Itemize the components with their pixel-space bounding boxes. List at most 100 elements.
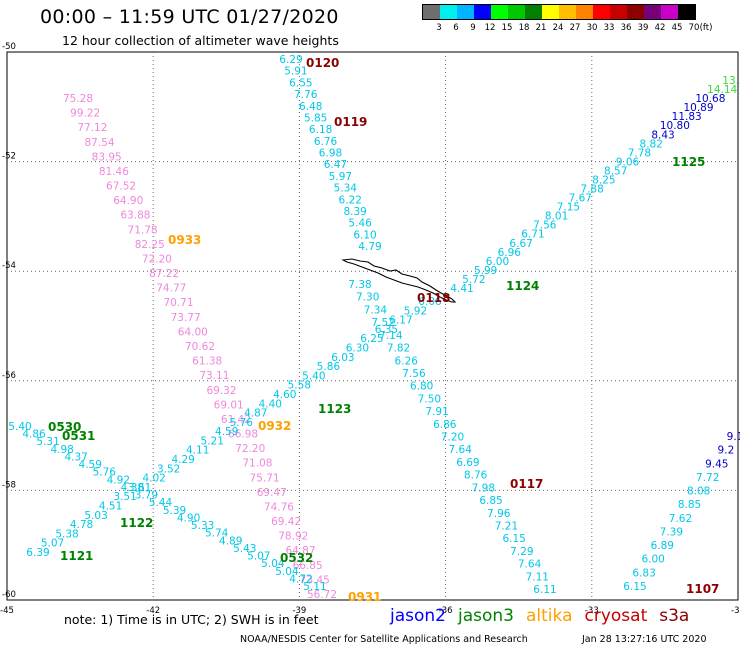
island-outline [341, 258, 457, 303]
wave-height-value: 9.2 [718, 445, 735, 457]
wave-height-value: 4.59 [215, 426, 238, 438]
color-swatch [423, 5, 440, 19]
wave-height-value: 7.96 [487, 508, 511, 520]
wave-height-value: 3.79 [135, 490, 158, 502]
wave-height-value: 10.68 [695, 93, 725, 105]
wave-height-value: 74.76 [264, 501, 294, 513]
wave-height-value: 5.04 [261, 558, 285, 570]
lon-tick-label: -42 [146, 606, 160, 616]
map-title: 00:00 – 11:59 UTC 01/27/2020 [40, 6, 339, 28]
track-time-label: 0530 [48, 420, 81, 434]
wave-height-value: 7.64 [449, 444, 473, 456]
wave-height-value: 5.76 [93, 467, 117, 479]
wave-height-value: 7.21 [495, 520, 518, 532]
south-georgia-coastline [341, 258, 457, 303]
wave-height-value: 7.14 [379, 330, 403, 342]
wave-height-value: 7.82 [387, 343, 410, 355]
wave-height-value: 5.11 [303, 581, 326, 593]
wave-height-value: 5.07 [41, 538, 64, 550]
wave-height-value: 7.64 [518, 559, 542, 571]
wave-height-value: 7.50 [418, 393, 441, 405]
track-time-label: 0120 [306, 56, 339, 70]
wave-height-value: 87.54 [84, 137, 114, 149]
wave-height-value: 4.79 [358, 241, 381, 253]
wave-height-value: 4.02 [142, 473, 165, 485]
wave-height-value: 6.06 [418, 296, 442, 308]
color-scale-label: 9 [470, 23, 476, 33]
wave-height-value: 5.34 [334, 183, 358, 195]
lat-tick-label: -58 [2, 480, 16, 490]
wave-height-value: 66.85 [293, 560, 323, 572]
wave-height-value: 3.61 [128, 482, 151, 494]
wave-height-value: 5.74 [205, 528, 229, 540]
wave-height-value: 69.01 [214, 399, 244, 411]
wave-height-value: 7.62 [669, 513, 692, 525]
wave-height-value: 64.00 [178, 326, 208, 338]
wave-height-value: 14.14 [707, 84, 737, 96]
lat-tick-label: -56 [2, 371, 16, 381]
wave-height-value: 66.98 [228, 429, 258, 441]
wave-height-value: 7.30 [356, 292, 379, 304]
color-scale-label: 21 [535, 23, 547, 33]
wave-height-value: 4.89 [219, 535, 242, 547]
color-scale-label: 3 [436, 23, 442, 33]
wave-height-value: 4.11 [186, 445, 209, 457]
track-time-label: 1107 [686, 582, 719, 596]
wave-height-value: 6.96 [498, 247, 522, 259]
wave-height-value: 6.22 [339, 194, 362, 206]
wave-height-value: 4.72 [289, 573, 312, 585]
color-scale-label: 42 [654, 23, 666, 33]
wave-height-value: 6.15 [502, 533, 525, 545]
wave-height-value: 6.69 [456, 457, 479, 469]
track-time-label: 0932 [258, 419, 291, 433]
wave-height-value: 73.11 [199, 370, 229, 382]
color-swatch [440, 5, 457, 19]
color-swatch [457, 5, 474, 19]
wave-height-value: 77.12 [77, 122, 107, 134]
wave-height-value: 6.76 [314, 136, 338, 148]
track-time-label: 0933 [168, 233, 201, 247]
wave-height-value: 6.47 [324, 159, 347, 171]
lat-tick-label: -50 [2, 42, 16, 52]
wave-height-value: 71.78 [128, 224, 158, 236]
wave-height-value: 5.44 [149, 497, 173, 509]
wave-height-value: 7.56 [533, 220, 557, 232]
wave-height-value: 64.90 [113, 195, 143, 207]
wave-height-value: 7.20 [441, 432, 464, 444]
wave-height-value: 70.71 [163, 297, 193, 309]
wave-height-value: 9.45 [705, 458, 728, 470]
wave-height-value: 6.17 [389, 315, 412, 327]
wave-height-value: 9.06 [616, 156, 640, 168]
credit-line: NOAA/NESDIS Center for Satellite Applica… [240, 634, 528, 645]
color-scale-label: 45 [671, 23, 683, 33]
wave-height-value: 8.08 [687, 486, 710, 498]
map-subtitle: 12 hour collection of altimeter wave hei… [62, 33, 339, 48]
wave-height-value: 6.71 [521, 229, 544, 241]
wave-height-value: 7.78 [628, 147, 651, 159]
color-swatch [474, 5, 491, 19]
wave-height-value: 5.04 [275, 566, 299, 578]
track-time-label: 0532 [280, 551, 313, 565]
track-time-label: 1125 [672, 155, 705, 169]
wave-height-value: 9.1 [727, 431, 740, 443]
wave-height-value: 5.76 [230, 417, 254, 429]
wave-height-value: 6.26 [395, 355, 419, 367]
wave-height-value: 11.83 [672, 111, 702, 123]
wave-height-value: 4.40 [259, 398, 282, 410]
wave-height-value: 5.72 [462, 274, 485, 286]
track-labels: 0120 0119 0118 0117 1107 0933 0932 0931 1125 1124… [48, 56, 719, 604]
wave-height-value: 6.03 [331, 352, 354, 364]
lon-tick-label: -33 [585, 606, 599, 616]
track-time-label: 1124 [506, 279, 539, 293]
wave-height-value: 4.41 [450, 283, 473, 295]
wave-height-value: 99.22 [70, 108, 100, 120]
wave-height-value: 6.86 [433, 419, 457, 431]
wave-height-value: 7.88 [580, 184, 603, 196]
wave-height-value: 56.72 [307, 589, 337, 601]
wave-height-value: 8.01 [545, 211, 568, 223]
wave-height-value: 7.67 [569, 193, 592, 205]
wave-height-value: 4.38 [121, 482, 144, 494]
wave-height-value: 6.67 [509, 238, 532, 250]
wave-height-value: 5.21 [201, 435, 224, 447]
